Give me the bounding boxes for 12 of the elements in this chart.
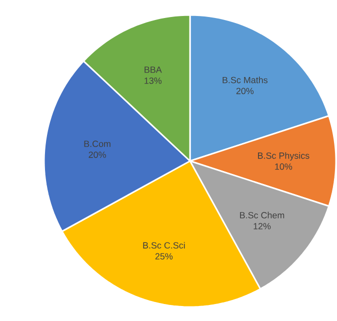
slice-label: BBA — [144, 66, 162, 73]
data-label: 12% — [254, 222, 271, 230]
data-label: 25% — [155, 253, 173, 260]
slice-label: B.Com — [84, 140, 110, 147]
data-label: 20% — [88, 152, 106, 158]
data-label: 13% — [144, 78, 162, 84]
data-label: 10% — [275, 163, 292, 170]
slice-label: B.Sc Maths — [222, 76, 268, 84]
data-label: 20% — [236, 88, 254, 94]
slice-label: B.Sc C.Sci — [143, 242, 185, 249]
slice-label: B.Sc Physics — [258, 152, 310, 161]
slice-label: B.Sc Chem — [240, 212, 284, 218]
